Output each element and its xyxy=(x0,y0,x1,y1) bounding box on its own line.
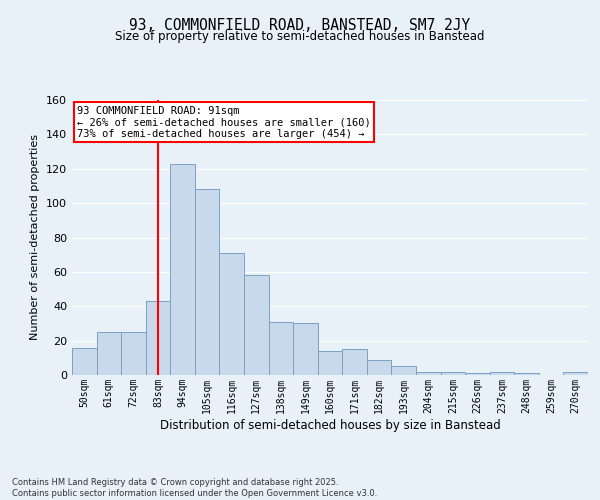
X-axis label: Distribution of semi-detached houses by size in Banstead: Distribution of semi-detached houses by … xyxy=(160,418,500,432)
Bar xyxy=(514,374,539,375)
Bar xyxy=(440,372,465,375)
Bar xyxy=(293,324,318,375)
Bar xyxy=(220,253,244,375)
Bar xyxy=(563,372,588,375)
Text: 93, COMMONFIELD ROAD, BANSTEAD, SM7 2JY: 93, COMMONFIELD ROAD, BANSTEAD, SM7 2JY xyxy=(130,18,470,32)
Bar xyxy=(72,348,97,375)
Text: Contains HM Land Registry data © Crown copyright and database right 2025.
Contai: Contains HM Land Registry data © Crown c… xyxy=(12,478,377,498)
Bar xyxy=(367,360,391,375)
Bar xyxy=(195,190,220,375)
Bar xyxy=(490,372,514,375)
Bar xyxy=(146,301,170,375)
Bar xyxy=(244,276,269,375)
Bar xyxy=(391,366,416,375)
Bar xyxy=(170,164,195,375)
Bar xyxy=(269,322,293,375)
Text: Size of property relative to semi-detached houses in Banstead: Size of property relative to semi-detach… xyxy=(115,30,485,43)
Bar xyxy=(97,332,121,375)
Bar xyxy=(342,349,367,375)
Bar xyxy=(416,372,440,375)
Y-axis label: Number of semi-detached properties: Number of semi-detached properties xyxy=(31,134,40,340)
Text: 93 COMMONFIELD ROAD: 91sqm
← 26% of semi-detached houses are smaller (160)
73% o: 93 COMMONFIELD ROAD: 91sqm ← 26% of semi… xyxy=(77,106,371,138)
Bar xyxy=(318,351,342,375)
Bar xyxy=(121,332,146,375)
Bar xyxy=(465,374,490,375)
